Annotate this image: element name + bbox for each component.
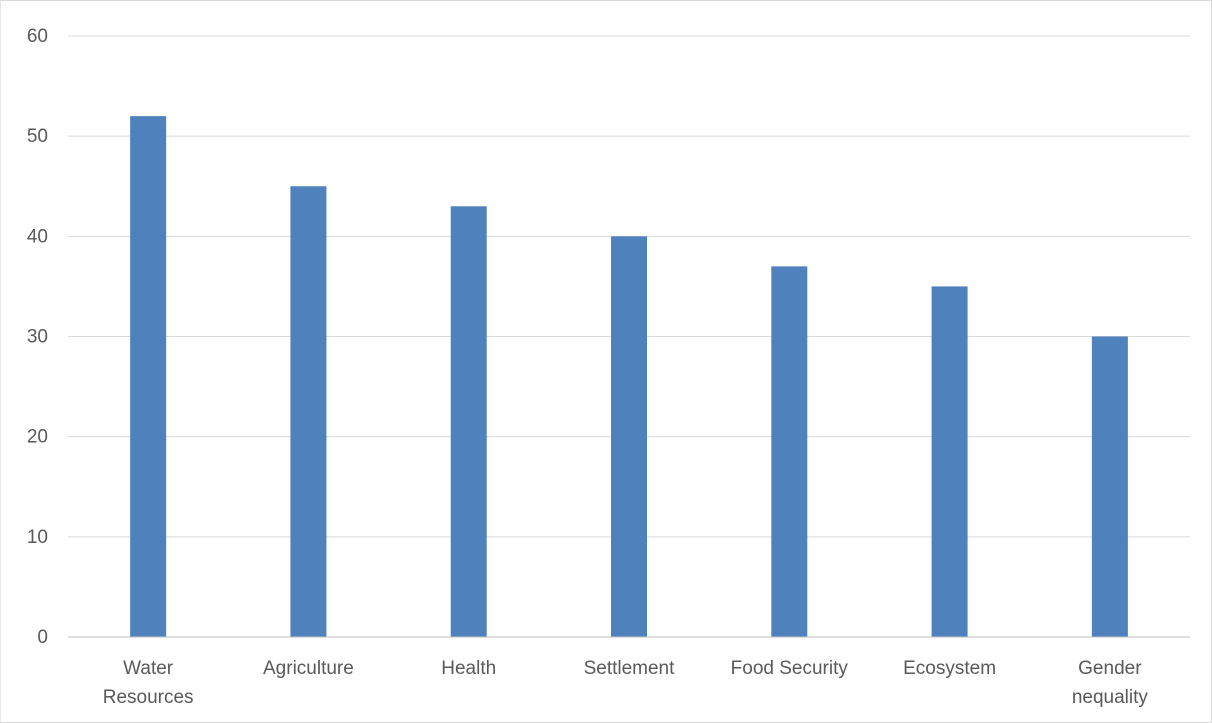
x-category-label: Gender nequality bbox=[1072, 658, 1149, 708]
y-tick-label: 0 bbox=[37, 627, 48, 648]
x-category-label-line: Health bbox=[441, 658, 496, 679]
y-axis-tick-labels: 0 10 20 30 40 50 60 bbox=[27, 26, 48, 648]
x-category-label-line: Water bbox=[123, 658, 174, 679]
bar-water-resources bbox=[130, 116, 167, 638]
x-category-label: Settlement bbox=[584, 658, 676, 679]
bars bbox=[130, 116, 1128, 638]
y-tick-label: 30 bbox=[27, 327, 48, 348]
x-category-label-line: Food Security bbox=[731, 658, 849, 679]
x-category-label-line: Gender bbox=[1078, 658, 1142, 679]
y-tick-label: 60 bbox=[27, 26, 48, 47]
x-category-label: Food Security bbox=[731, 658, 849, 679]
y-tick-label: 40 bbox=[27, 226, 48, 247]
x-category-label-line: Settlement bbox=[584, 658, 676, 679]
bar-ecosystem bbox=[931, 286, 968, 637]
gridlines bbox=[68, 35, 1190, 538]
x-category-label: Agriculture bbox=[263, 658, 354, 679]
x-category-label: Health bbox=[441, 658, 496, 679]
bar-gender-nequality bbox=[1091, 336, 1128, 637]
x-category-label: Ecosystem bbox=[903, 658, 996, 679]
y-tick-label: 10 bbox=[27, 527, 48, 548]
x-category-label-line: nequality bbox=[1072, 687, 1149, 708]
x-category-label: Water Resources bbox=[103, 658, 194, 708]
y-tick-label: 50 bbox=[27, 126, 48, 147]
bar-agriculture bbox=[290, 186, 327, 637]
x-axis-category-labels: Water Resources Agriculture Health Settlemen… bbox=[103, 658, 1149, 708]
y-tick-label: 20 bbox=[27, 427, 48, 448]
x-category-label-line: Ecosystem bbox=[903, 658, 996, 679]
x-category-label-line: Resources bbox=[103, 687, 194, 708]
bar-food-security bbox=[771, 266, 808, 637]
bar-settlement bbox=[611, 236, 647, 638]
bar-health bbox=[450, 206, 487, 638]
x-category-label-line: Agriculture bbox=[263, 658, 354, 679]
